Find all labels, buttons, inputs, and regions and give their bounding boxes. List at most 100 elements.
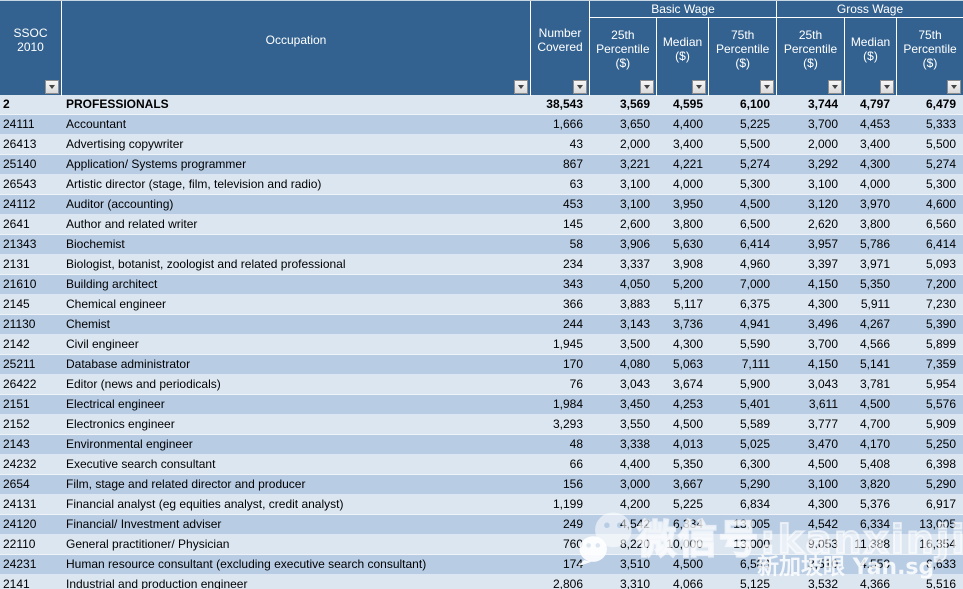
value-cell[interactable]: 4,600 bbox=[925, 197, 956, 211]
value-cell[interactable]: 8,220 bbox=[619, 537, 650, 551]
occupation-cell[interactable]: Electronics engineer bbox=[66, 417, 175, 431]
value-cell[interactable]: 5,500 bbox=[925, 137, 956, 151]
value-cell[interactable]: 66 bbox=[569, 457, 583, 471]
filter-button-ssoc[interactable] bbox=[45, 80, 59, 94]
value-cell[interactable]: 5,141 bbox=[859, 357, 890, 371]
value-cell[interactable]: 244 bbox=[562, 317, 583, 331]
ssoc-cell[interactable]: 24111 bbox=[3, 117, 35, 131]
ssoc-cell[interactable]: 26422 bbox=[3, 377, 37, 391]
value-cell[interactable]: 4,300 bbox=[807, 497, 838, 511]
value-cell[interactable]: 6,633 bbox=[925, 557, 956, 571]
value-cell[interactable]: 3,120 bbox=[807, 197, 838, 211]
value-cell[interactable]: 7,000 bbox=[739, 277, 770, 291]
value-cell[interactable]: 5,401 bbox=[739, 397, 770, 411]
occupation-cell[interactable]: Biochemist bbox=[66, 237, 125, 251]
value-cell[interactable]: 3,100 bbox=[807, 477, 838, 491]
value-cell[interactable]: 3,450 bbox=[619, 397, 650, 411]
table-row[interactable]: 2145 Chemical engineer 366 3,883 5,117 6… bbox=[0, 295, 963, 315]
value-cell[interactable]: 3,510 bbox=[807, 557, 838, 571]
ssoc-cell[interactable]: 24232 bbox=[3, 457, 37, 471]
value-cell[interactable]: 5,376 bbox=[859, 497, 890, 511]
value-cell[interactable]: 2,600 bbox=[619, 217, 650, 231]
value-cell[interactable]: 5,576 bbox=[925, 397, 956, 411]
table-row[interactable]: 21130 Chemist 244 3,143 3,736 4,941 3,49… bbox=[0, 315, 963, 335]
value-cell[interactable]: 4,080 bbox=[619, 357, 650, 371]
occupation-cell[interactable]: Author and related writer bbox=[66, 217, 198, 231]
value-cell[interactable]: 156 bbox=[562, 477, 583, 491]
value-cell[interactable]: 13,000 bbox=[733, 537, 770, 551]
ssoc-cell[interactable]: 2141 bbox=[3, 577, 30, 589]
value-cell[interactable]: 4,170 bbox=[859, 437, 890, 451]
value-cell[interactable]: 3,100 bbox=[619, 177, 650, 191]
value-cell[interactable]: 7,111 bbox=[741, 357, 770, 371]
value-cell[interactable]: 4,500 bbox=[739, 197, 770, 211]
value-cell[interactable]: 6,334 bbox=[859, 517, 890, 531]
value-cell[interactable]: 58 bbox=[569, 237, 583, 251]
value-cell[interactable]: 5,590 bbox=[739, 337, 770, 351]
table-row[interactable]: 2142 Civil engineer 1,945 3,500 4,300 5,… bbox=[0, 335, 963, 355]
ssoc-cell[interactable]: 24231 bbox=[3, 557, 37, 571]
value-cell[interactable]: 3,970 bbox=[859, 197, 890, 211]
value-cell[interactable]: 760 bbox=[562, 537, 583, 551]
value-cell[interactable]: 5,225 bbox=[739, 117, 770, 131]
value-cell[interactable]: 4,500 bbox=[672, 557, 703, 571]
value-cell[interactable]: 867 bbox=[562, 157, 583, 171]
value-cell[interactable]: 5,408 bbox=[859, 457, 890, 471]
value-cell[interactable]: 3,650 bbox=[619, 117, 650, 131]
value-cell[interactable]: 1,984 bbox=[552, 397, 583, 411]
ssoc-cell[interactable]: 24131 bbox=[3, 497, 37, 511]
value-cell[interactable]: 3,674 bbox=[672, 377, 703, 391]
value-cell[interactable]: 5,274 bbox=[925, 157, 956, 171]
value-cell[interactable]: 3,611 bbox=[808, 397, 838, 411]
value-cell[interactable]: 1,945 bbox=[552, 337, 583, 351]
value-cell[interactable]: 4,000 bbox=[859, 177, 890, 191]
value-cell[interactable]: 3,293 bbox=[552, 417, 583, 431]
value-cell[interactable]: 4,500 bbox=[672, 417, 703, 431]
value-cell[interactable]: 2,620 bbox=[807, 217, 838, 231]
filter-button-gross-25th[interactable] bbox=[828, 80, 842, 94]
value-cell[interactable]: 453 bbox=[562, 197, 583, 211]
value-cell[interactable]: 3,777 bbox=[807, 417, 838, 431]
value-cell[interactable]: 3,569 bbox=[619, 97, 650, 111]
ssoc-cell[interactable]: 2152 bbox=[3, 417, 30, 431]
value-cell[interactable]: 5,786 bbox=[859, 237, 890, 251]
value-cell[interactable]: 4,050 bbox=[619, 277, 650, 291]
value-cell[interactable]: 249 bbox=[562, 517, 583, 531]
value-cell[interactable]: 6,560 bbox=[925, 217, 956, 231]
value-cell[interactable]: 9,053 bbox=[807, 537, 838, 551]
table-row[interactable]: 24120 Financial/ Investment adviser 249 … bbox=[0, 515, 963, 535]
value-cell[interactable]: 5,250 bbox=[925, 437, 956, 451]
value-cell[interactable]: 4,000 bbox=[672, 177, 703, 191]
value-cell[interactable]: 1,666 bbox=[552, 117, 583, 131]
value-cell[interactable]: 174 bbox=[562, 557, 583, 571]
value-cell[interactable]: 38,543 bbox=[546, 97, 583, 111]
table-row[interactable]: 21610 Building architect 343 4,050 5,200… bbox=[0, 275, 963, 295]
value-cell[interactable]: 3,667 bbox=[672, 477, 703, 491]
value-cell[interactable]: 6,414 bbox=[739, 237, 770, 251]
value-cell[interactable]: 6,479 bbox=[925, 97, 956, 111]
value-cell[interactable]: 4,221 bbox=[672, 157, 703, 171]
value-cell[interactable]: 3,800 bbox=[672, 217, 703, 231]
table-row[interactable]: 24131 Financial analyst (eg equities ana… bbox=[0, 495, 963, 515]
value-cell[interactable]: 5,630 bbox=[672, 237, 703, 251]
value-cell[interactable]: 5,300 bbox=[739, 177, 770, 191]
ssoc-cell[interactable]: 26413 bbox=[3, 137, 37, 151]
ssoc-cell[interactable]: 2151 bbox=[3, 397, 30, 411]
value-cell[interactable]: 3,510 bbox=[619, 557, 650, 571]
value-cell[interactable]: 170 bbox=[562, 357, 583, 371]
value-cell[interactable]: 4,960 bbox=[739, 257, 770, 271]
value-cell[interactable]: 343 bbox=[562, 277, 583, 291]
value-cell[interactable]: 3,043 bbox=[619, 377, 650, 391]
table-row[interactable]: 24112 Auditor (accounting) 453 3,100 3,9… bbox=[0, 195, 963, 215]
ssoc-cell[interactable]: 21130 bbox=[3, 317, 36, 331]
value-cell[interactable]: 3,337 bbox=[619, 257, 650, 271]
value-cell[interactable]: 3,000 bbox=[619, 477, 650, 491]
table-row[interactable]: 2141 Industrial and production engineer … bbox=[0, 575, 963, 589]
value-cell[interactable]: 6,100 bbox=[739, 97, 770, 111]
value-cell[interactable]: 6,917 bbox=[925, 497, 956, 511]
ssoc-cell[interactable]: 24112 bbox=[3, 197, 36, 211]
value-cell[interactable]: 5,390 bbox=[925, 317, 956, 331]
filter-button-number-covered[interactable] bbox=[573, 80, 587, 94]
value-cell[interactable]: 5,911 bbox=[860, 297, 890, 311]
value-cell[interactable]: 4,542 bbox=[619, 517, 650, 531]
